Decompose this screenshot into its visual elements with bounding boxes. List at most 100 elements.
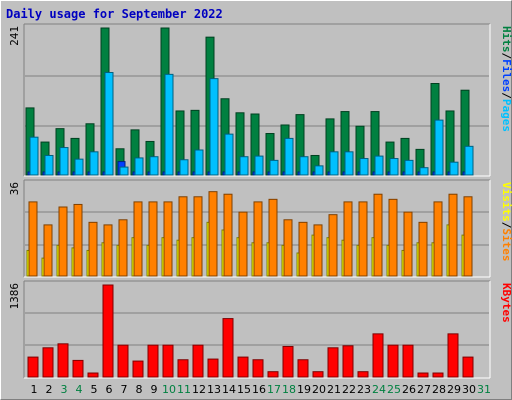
x-tick-label: 26 — [402, 383, 416, 396]
legend: Visits/Sites — [500, 182, 512, 262]
y-max-label: 1386 — [8, 283, 21, 310]
bar-pages-day-10 — [164, 73, 174, 176]
bar-pages-day-8 — [134, 157, 144, 176]
bar-sites-day-30 — [463, 196, 473, 277]
x-tick-label: 9 — [151, 383, 158, 396]
bar-sites-day-14 — [223, 193, 233, 277]
bar-kbytes-day-26 — [402, 344, 414, 378]
bar-sites-day-9 — [148, 201, 158, 277]
x-tick-label: 16 — [252, 383, 266, 396]
x-tick-label: 7 — [121, 383, 128, 396]
bar-kbytes-day-20 — [312, 371, 324, 378]
panel-hits-files-pages: 241 Hits/Files/Pages — [8, 23, 512, 177]
x-tick-label: 13 — [207, 383, 221, 396]
bar-pages-day-6 — [104, 72, 114, 176]
legend-visits: Visits — [500, 182, 512, 222]
bar-sites-day-23 — [358, 201, 368, 277]
bar-sites-day-20 — [313, 224, 323, 277]
bar-pages-day-17 — [269, 159, 279, 176]
bar-sites-day-29 — [448, 193, 458, 277]
bar-sites-day-21 — [328, 214, 338, 277]
bar-kbytes-day-23 — [357, 371, 369, 378]
x-tick-label: 23 — [357, 383, 371, 396]
x-tick-label: 2 — [46, 383, 53, 396]
bar-pages-day-22 — [344, 151, 354, 176]
bar-pages-day-27 — [419, 167, 429, 176]
bar-pages-day-3 — [59, 147, 69, 176]
bar-kbytes-day-6 — [102, 284, 114, 378]
x-tick-label: 31 — [477, 383, 491, 396]
bar-pages-day-5 — [89, 151, 99, 176]
bar-pages-day-19 — [299, 156, 309, 176]
x-tick-label: 19 — [297, 383, 311, 396]
x-tick-label: 10 — [162, 383, 176, 396]
bar-kbytes-day-1 — [27, 356, 39, 378]
x-tick-label: 24 — [372, 383, 386, 396]
bar-kbytes-day-5 — [87, 372, 99, 378]
x-tick-label: 1 — [31, 383, 38, 396]
legend-files: Files — [500, 59, 512, 92]
x-tick-label: 18 — [282, 383, 296, 396]
bar-pages-day-21 — [329, 151, 339, 176]
bar-sites-day-10 — [163, 201, 173, 277]
bar-kbytes-day-4 — [72, 359, 84, 378]
bar-kbytes-day-19 — [297, 359, 309, 378]
panel-visits-sites: 36 Visits/Sites — [8, 179, 512, 278]
x-tick-label: 17 — [267, 383, 281, 396]
y-max-label: 36 — [8, 182, 21, 195]
bar-sites-day-15 — [238, 211, 248, 277]
bar-kbytes-day-14 — [222, 318, 234, 378]
bar-pages-day-18 — [284, 137, 294, 176]
x-tick-label: 20 — [312, 383, 326, 396]
bar-sites-day-25 — [388, 198, 398, 277]
bar-pages-day-2 — [44, 154, 54, 176]
bar-kbytes-day-25 — [387, 344, 399, 378]
bar-pages-day-16 — [254, 155, 264, 176]
bar-kbytes-day-22 — [342, 345, 354, 378]
bar-kbytes-day-24 — [372, 333, 384, 378]
bar-pages-day-24 — [374, 155, 384, 176]
bar-sites-day-4 — [73, 203, 83, 277]
bar-pages-day-20 — [314, 165, 324, 176]
bar-pages-day-11 — [179, 159, 189, 176]
bar-kbytes-day-16 — [252, 359, 264, 378]
x-tick-label: 27 — [417, 383, 431, 396]
bar-kbytes-day-3 — [57, 343, 69, 378]
bar-kbytes-day-13 — [207, 358, 219, 378]
bar-pages-day-7 — [119, 166, 129, 176]
x-tick-label: 25 — [387, 383, 401, 396]
bar-kbytes-day-21 — [327, 347, 339, 378]
bar-kbytes-day-10 — [162, 344, 174, 378]
bar-kbytes-day-29 — [447, 333, 459, 378]
x-tick-label: 12 — [192, 383, 206, 396]
panel-kbytes: 1386 KBytes — [8, 280, 512, 379]
legend-hits: Hits — [500, 26, 512, 53]
bar-kbytes-day-17 — [267, 371, 279, 378]
bar-kbytes-day-15 — [237, 356, 249, 378]
bar-sites-day-19 — [298, 221, 308, 277]
bar-pages-day-28 — [434, 119, 444, 176]
bar-sites-day-11 — [178, 196, 188, 277]
bar-kbytes-day-18 — [282, 345, 294, 378]
bar-kbytes-day-27 — [417, 372, 429, 378]
legend-kbytes: KBytes — [500, 283, 512, 323]
bar-sites-day-7 — [118, 219, 128, 277]
x-tick-label: 4 — [76, 383, 83, 396]
bar-pages-day-30 — [464, 145, 474, 176]
bar-sites-day-1 — [28, 201, 38, 277]
bar-sites-day-13 — [208, 191, 218, 277]
bar-kbytes-day-30 — [462, 356, 474, 378]
bar-pages-day-9 — [149, 156, 159, 176]
y-max-label: 241 — [8, 26, 21, 46]
bar-kbytes-day-7 — [117, 344, 129, 378]
bar-sites-day-16 — [253, 201, 263, 277]
bar-sites-day-8 — [133, 201, 143, 277]
bar-sites-day-22 — [343, 201, 353, 277]
bar-pages-day-29 — [449, 161, 459, 176]
bar-sites-day-27 — [418, 221, 428, 277]
bar-sites-day-17 — [268, 198, 278, 277]
bar-pages-day-13 — [209, 78, 219, 176]
x-tick-label: 21 — [327, 383, 341, 396]
bar-pages-day-1 — [29, 136, 39, 176]
